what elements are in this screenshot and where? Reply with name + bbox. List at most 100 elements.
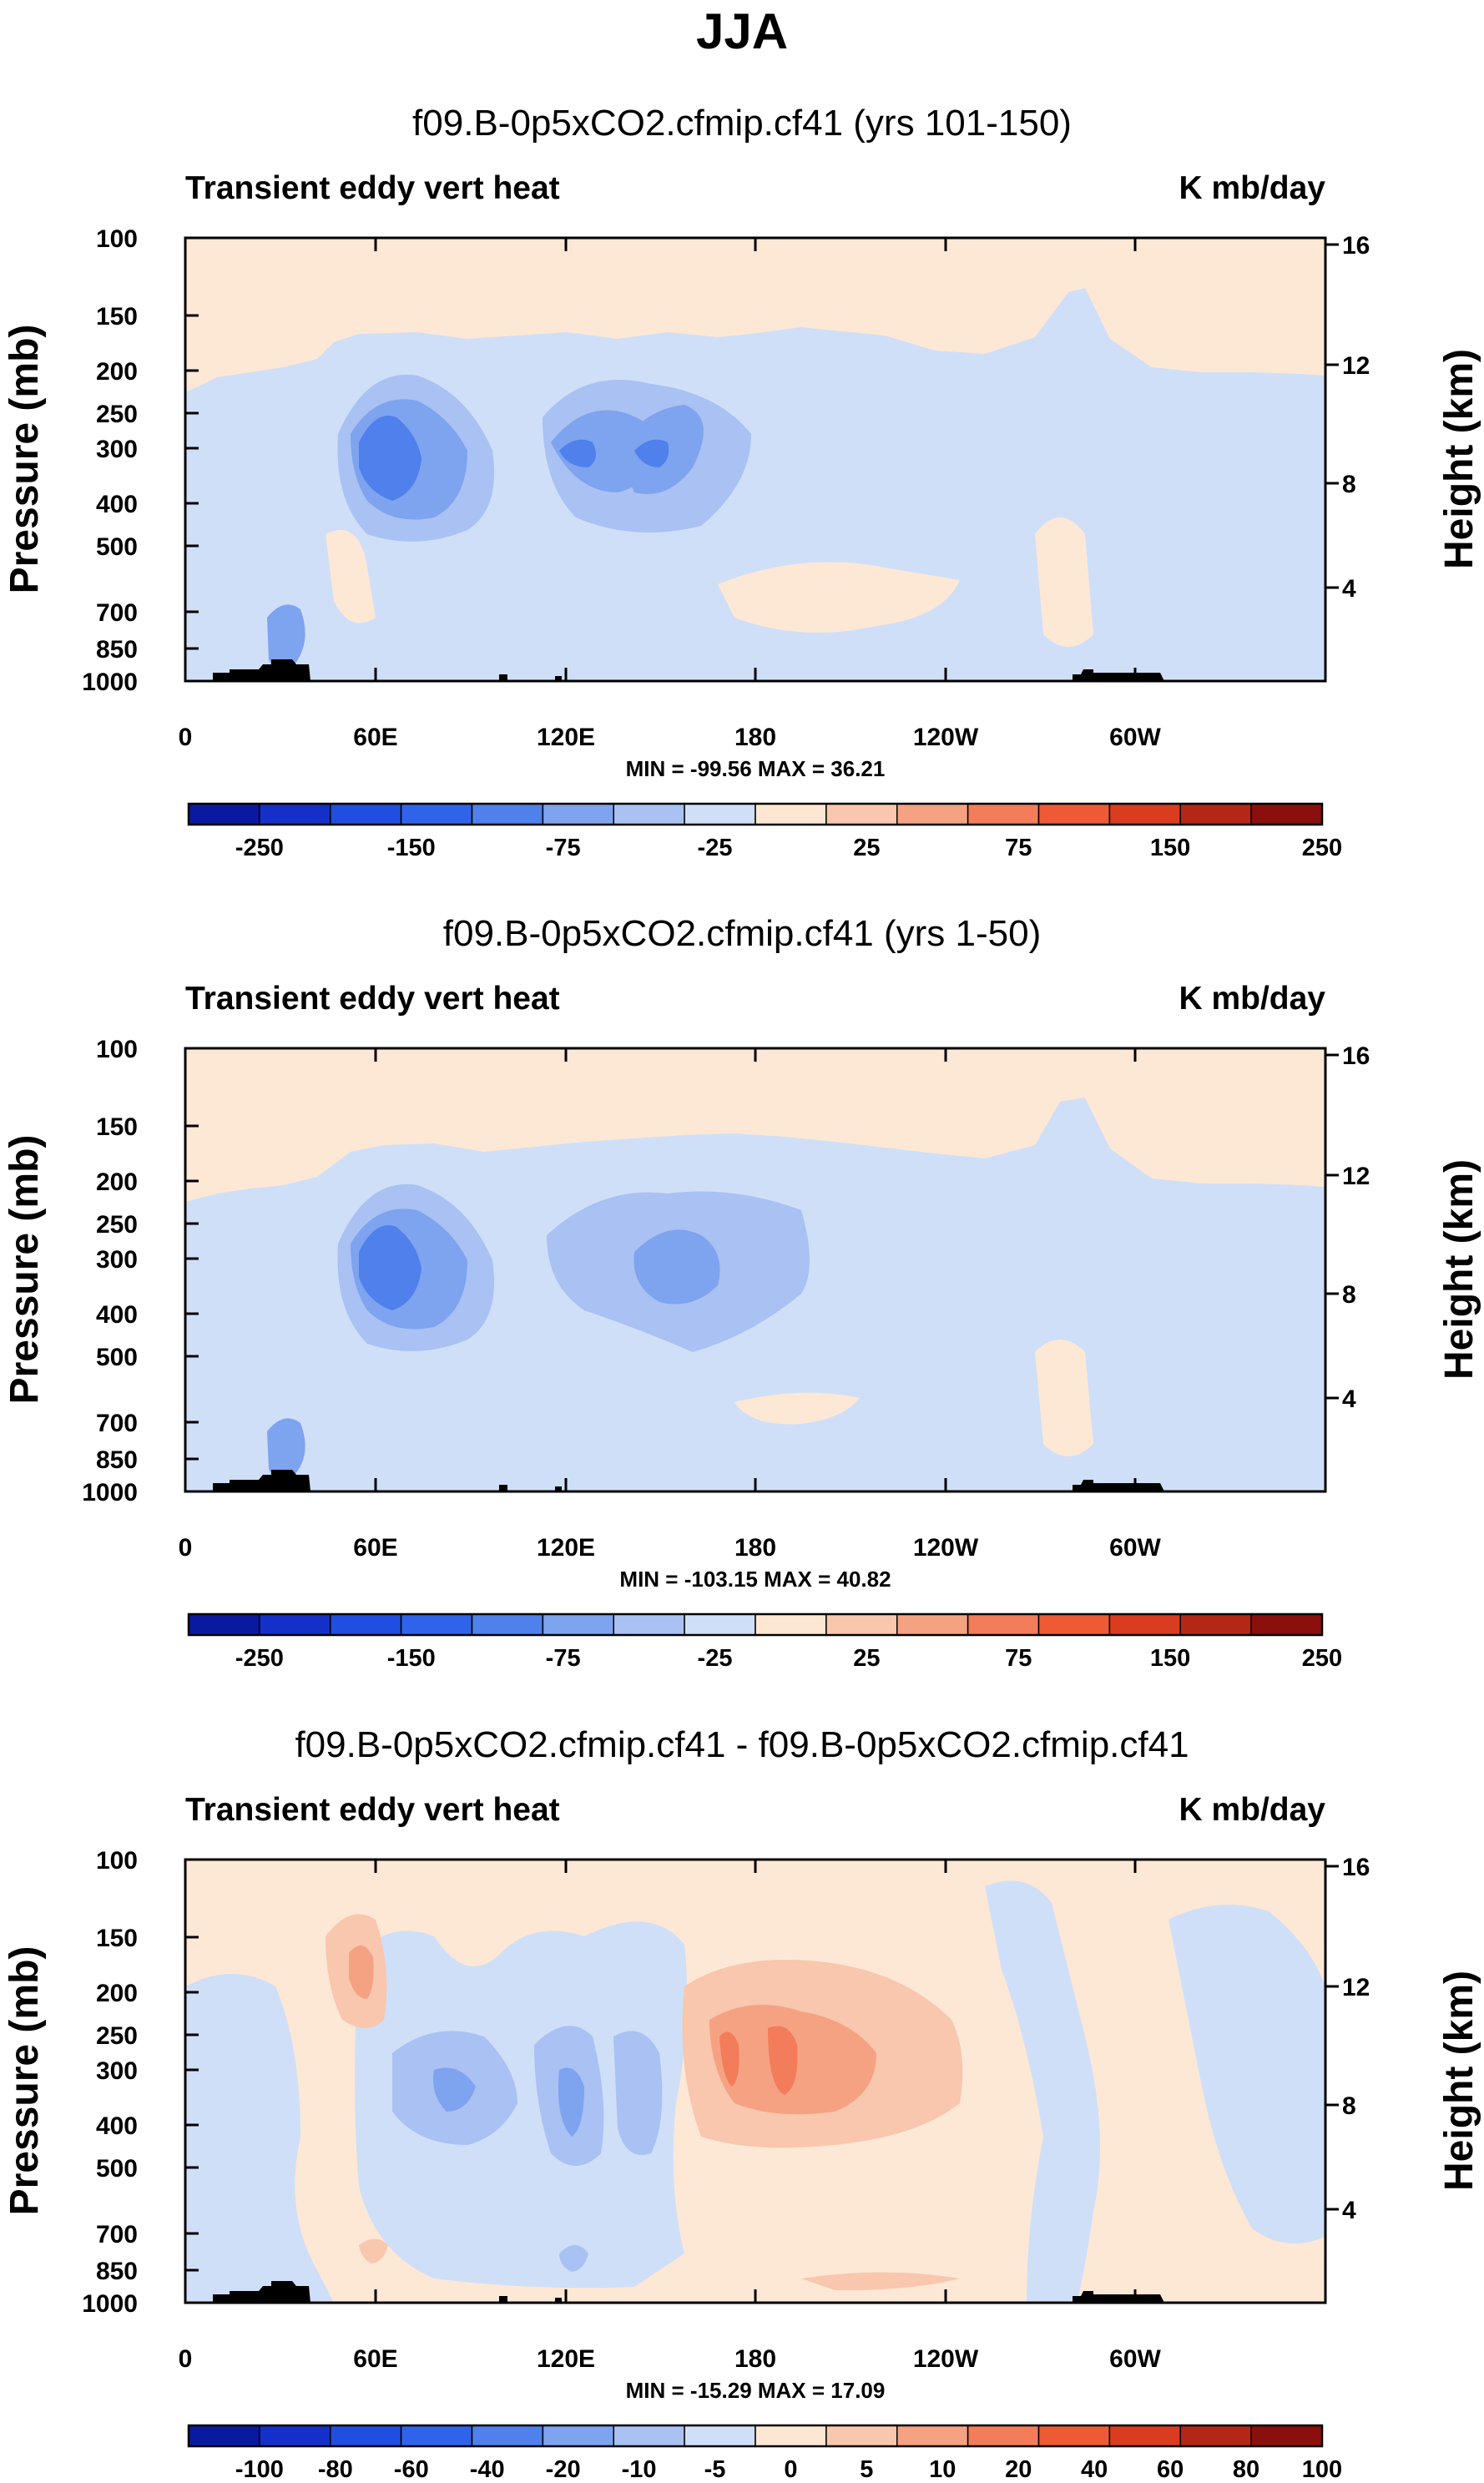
field-region-positive <box>349 1946 374 1999</box>
y-tick-label: 200 <box>96 358 138 386</box>
x-tick-label: 120W <box>913 724 979 751</box>
colorbar-box <box>1179 1613 1252 1636</box>
colorbar-box <box>1179 2425 1252 2447</box>
field-region-positive <box>801 2272 960 2291</box>
terrain-mask <box>1073 669 1164 681</box>
panel-3: f09.B-0p5xCO2.cfmip.cf41 - f09.B-0p5xCO2… <box>3 1724 1481 2483</box>
x-tick-label: 120E <box>537 2345 595 2373</box>
colorbar-box <box>471 803 544 825</box>
y-tick-label: 150 <box>96 1925 138 1952</box>
colorbar-box <box>542 1613 614 1636</box>
y-tick-label: 700 <box>96 2221 138 2248</box>
colorbar-label: -150 <box>387 835 436 861</box>
y-tick-label: 1000 <box>82 1479 138 1506</box>
units-label: K mb/day <box>1179 981 1325 1017</box>
panel-2: f09.B-0p5xCO2.cfmip.cf41 (yrs 1-50) Tran… <box>3 913 1481 1672</box>
field-region-positive <box>1035 1340 1093 1456</box>
field-region-negative <box>633 1229 720 1305</box>
colorbar-label: -10 <box>622 2456 657 2483</box>
terrain-mask <box>499 674 507 681</box>
colorbar-label: 40 <box>1081 2456 1108 2483</box>
colorbar-label: 5 <box>860 2456 873 2483</box>
colorbar-label: -250 <box>235 1645 284 1672</box>
height-tick-label: 16 <box>1342 232 1370 260</box>
colorbar-label: 100 <box>1302 2456 1342 2483</box>
terrain-mask <box>555 676 562 681</box>
y-tick-label: 100 <box>96 1847 138 1875</box>
x-axis <box>184 238 1137 681</box>
height-tick-label: 12 <box>1342 1163 1370 1190</box>
colorbar-box <box>1037 803 1111 825</box>
colorbar-box <box>684 2425 756 2447</box>
colorbar-label: 250 <box>1302 835 1342 861</box>
panel-title: f09.B-0p5xCO2.cfmip.cf41 - f09.B-0p5xCO2… <box>295 1724 1189 1765</box>
field-region-negative <box>433 2067 476 2112</box>
y-tick-label: 200 <box>96 1980 138 2007</box>
colorbar-box <box>967 2425 1040 2447</box>
y-tick-label: 300 <box>96 2057 138 2085</box>
field-region-positive <box>734 1392 860 1425</box>
x-tick-label: 60W <box>1109 724 1161 751</box>
field-region-negative <box>355 1921 688 2289</box>
field-region-positive <box>1035 517 1093 647</box>
field-region-negative <box>985 1880 1100 2303</box>
colorbar-box <box>684 803 756 825</box>
colorbar-box <box>1108 803 1181 825</box>
colorbar-label: 10 <box>929 2456 956 2483</box>
y-tick-label: 1000 <box>82 2290 138 2318</box>
panel-title: f09.B-0p5xCO2.cfmip.cf41 (yrs 101-150) <box>412 103 1072 144</box>
field-region-negative <box>267 1418 305 1481</box>
field-region-negative <box>634 439 669 467</box>
x-axis <box>184 1860 1137 2303</box>
colorbar-box <box>259 2425 331 2447</box>
figure-title: JJA <box>696 3 788 59</box>
y-tick-label: 1000 <box>82 669 138 696</box>
x-tick-label: 60W <box>1109 2345 1161 2373</box>
colorbar-label: -20 <box>546 2456 581 2483</box>
plot-area <box>185 238 1325 681</box>
colorbar-label: 25 <box>853 1645 880 1672</box>
terrain-mask <box>1073 1480 1164 1491</box>
colorbar-box <box>1108 1613 1181 1636</box>
colorbar-box <box>896 803 969 825</box>
colorbar: -250 -150 -75 -25 25 75 150 250 <box>187 802 1342 861</box>
y-tick-label: 150 <box>96 303 138 331</box>
colorbar-box <box>613 2425 685 2447</box>
colorbar-box <box>1250 1613 1323 1636</box>
plot-area <box>185 1860 1325 2303</box>
y-tick-label: 500 <box>96 2155 138 2183</box>
y-tick-label: 700 <box>96 1410 138 1437</box>
colorbar-box <box>967 803 1040 825</box>
x-tick-label: 120E <box>537 724 595 751</box>
x-tick-label: 0 <box>179 2345 193 2373</box>
colorbar-box <box>1250 803 1323 825</box>
x-tick-label: 120W <box>913 1534 979 1562</box>
field-region-negative <box>559 439 596 467</box>
colorbar-box <box>896 1613 969 1636</box>
y-tick-label: 500 <box>96 533 138 561</box>
terrain-mask <box>213 2281 310 2303</box>
colorbar-label: -75 <box>546 835 581 861</box>
field-region-negative <box>1169 1905 1325 2243</box>
y-tick-label: 850 <box>96 2258 138 2285</box>
colorbar-label: -250 <box>235 835 284 861</box>
colorbar-label: 60 <box>1157 2456 1184 2483</box>
colorbar-box <box>330 2425 402 2447</box>
y-axis <box>185 236 1339 683</box>
field-region-negative <box>558 2067 584 2137</box>
x-tick-label: 60W <box>1109 1534 1161 1562</box>
x-tick-label: 180 <box>734 2345 776 2373</box>
colorbar-label: -25 <box>698 1645 733 1672</box>
height-tick-label: 4 <box>1342 575 1356 603</box>
colorbar-box <box>755 2425 827 2447</box>
colorbar-box <box>684 1613 756 1636</box>
colorbar-label: 250 <box>1302 1645 1342 1672</box>
field-region-negative <box>559 2245 588 2272</box>
colorbar: -100 -80 -60 -40 -20 -10 -5 0 5 10 20 40 60 80 100 <box>187 2424 1342 2483</box>
terrain-mask <box>213 1470 310 1491</box>
colorbar-box <box>259 803 331 825</box>
height-tick-label: 4 <box>1342 1385 1356 1413</box>
terrain-mask <box>1073 2291 1164 2303</box>
height-tick-label: 16 <box>1342 1042 1370 1070</box>
